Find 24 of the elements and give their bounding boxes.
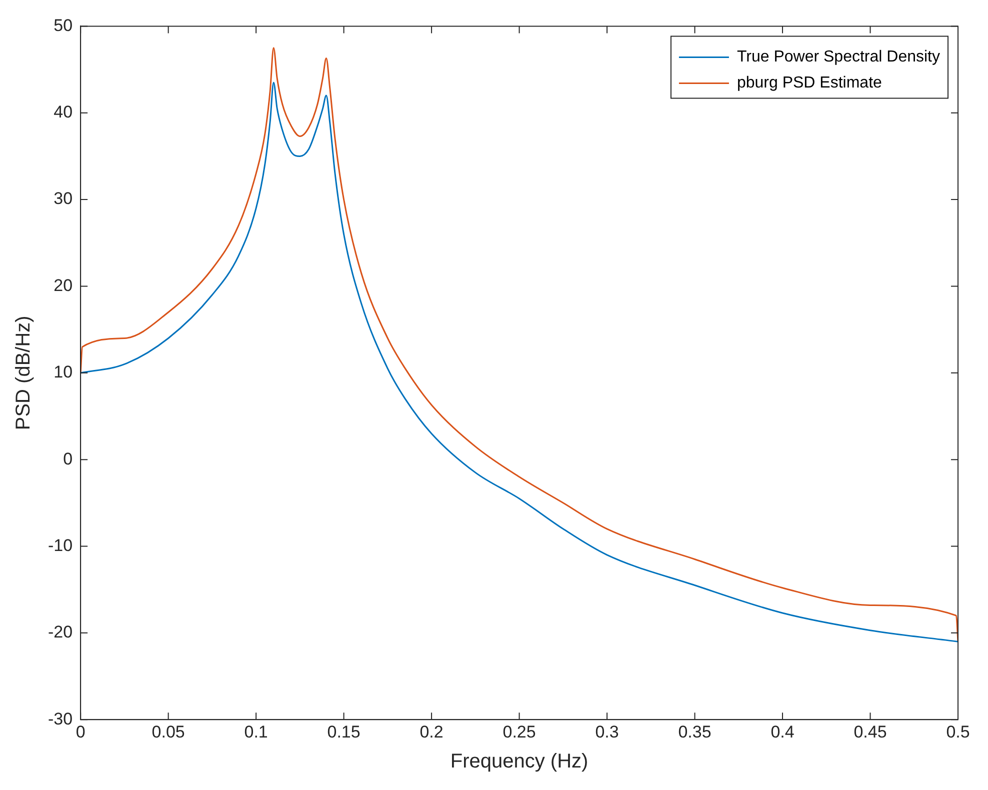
x-tick-label: 0.05 <box>152 722 185 742</box>
x-tick-label: 0.25 <box>502 722 536 742</box>
x-axis-title: Frequency (Hz) <box>450 750 588 773</box>
x-tick-label: 0 <box>76 722 86 742</box>
y-tick-label: 20 <box>54 276 73 295</box>
y-tick-label: -20 <box>48 622 73 642</box>
y-tick-label: 50 <box>54 16 73 35</box>
y-tick-label: 40 <box>54 102 73 122</box>
x-tick-label: 0.35 <box>678 722 712 742</box>
x-tick-label: 0.5 <box>946 722 970 742</box>
x-tick-label: 0.45 <box>854 722 887 742</box>
x-tick-label: 0.3 <box>595 722 619 742</box>
x-tick-label: 0.15 <box>327 722 360 742</box>
y-axis-title: PSD (dB/Hz) <box>12 316 35 430</box>
x-tick-label: 0.4 <box>770 722 794 742</box>
y-tick-label: -30 <box>48 709 73 728</box>
x-tick-label: 0.1 <box>244 722 268 742</box>
legend-label: pburg PSD Estimate <box>736 74 882 92</box>
y-tick-label: 10 <box>54 362 73 382</box>
y-tick-label: -10 <box>48 536 73 555</box>
legend-label: True Power Spectral Density <box>736 48 940 66</box>
y-tick-label: 0 <box>63 449 73 468</box>
x-tick-label: 0.2 <box>420 722 444 742</box>
y-tick-label: 30 <box>54 189 73 208</box>
